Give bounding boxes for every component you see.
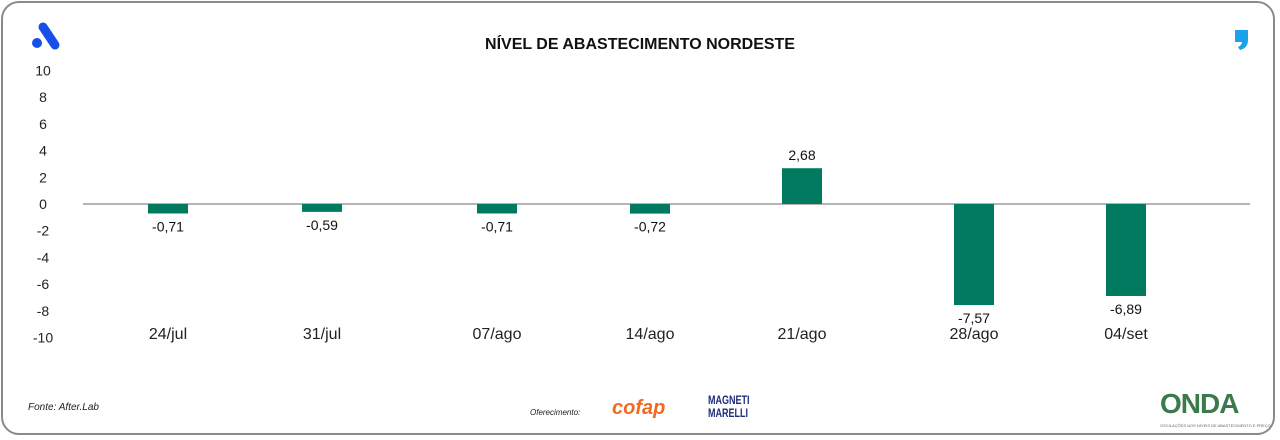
bar [630,204,670,214]
bar [954,204,994,306]
y-tick-label: 10 [35,63,51,79]
y-tick-label: 8 [39,89,47,105]
x-tick-label: 14/ago [626,326,675,343]
bar [302,204,342,212]
x-tick-label: 04/set [1104,326,1148,343]
data-label: -0,71 [152,218,184,234]
data-label: -7,57 [958,310,990,326]
x-tick-label: 21/ago [778,326,827,343]
y-tick-label: 2 [39,169,47,185]
logo-icon [32,22,60,50]
bar [782,168,822,204]
y-tick-label: -4 [37,249,50,265]
bar [1106,204,1146,296]
y-tick-label: -2 [37,223,50,239]
data-label: -0,59 [306,217,338,233]
data-label: 2,68 [788,147,815,163]
data-label: -0,71 [481,218,513,234]
offer-label: Oferecimento: [530,408,581,417]
magneti-marelli-logo: MAGNETI MARELLI [708,394,750,420]
magneti-line: MAGNETI [708,393,750,407]
data-label: -6,89 [1110,301,1142,317]
x-tick-label: 28/ago [950,326,999,343]
x-tick-label: 07/ago [473,326,522,343]
y-tick-label: -6 [37,276,50,292]
cofap-logo: cofap [612,397,666,419]
y-tick-label: 6 [39,116,47,132]
x-tick-label: 31/jul [303,326,341,343]
x-tick-label: 24/jul [149,326,187,343]
onda-logo: ONDA [1160,388,1239,419]
onda-subtitle: OSCILAÇÕES NOS NÍVEIS DE ABASTECIMENTO E… [1160,423,1271,428]
chart-title: NÍVEL DE ABASTECIMENTO NORDESTE [485,36,795,53]
bar [148,204,188,214]
y-tick-label: -8 [37,303,50,319]
bar [477,204,517,214]
y-tick-label: 0 [39,196,47,212]
quote-icon [1235,30,1248,50]
source-text: Fonte: After.Lab [28,402,99,413]
y-tick-label: -10 [33,330,53,346]
marelli-line: MARELLI [708,406,748,420]
data-label: -0,72 [634,219,666,235]
y-tick-label: 4 [39,143,47,159]
